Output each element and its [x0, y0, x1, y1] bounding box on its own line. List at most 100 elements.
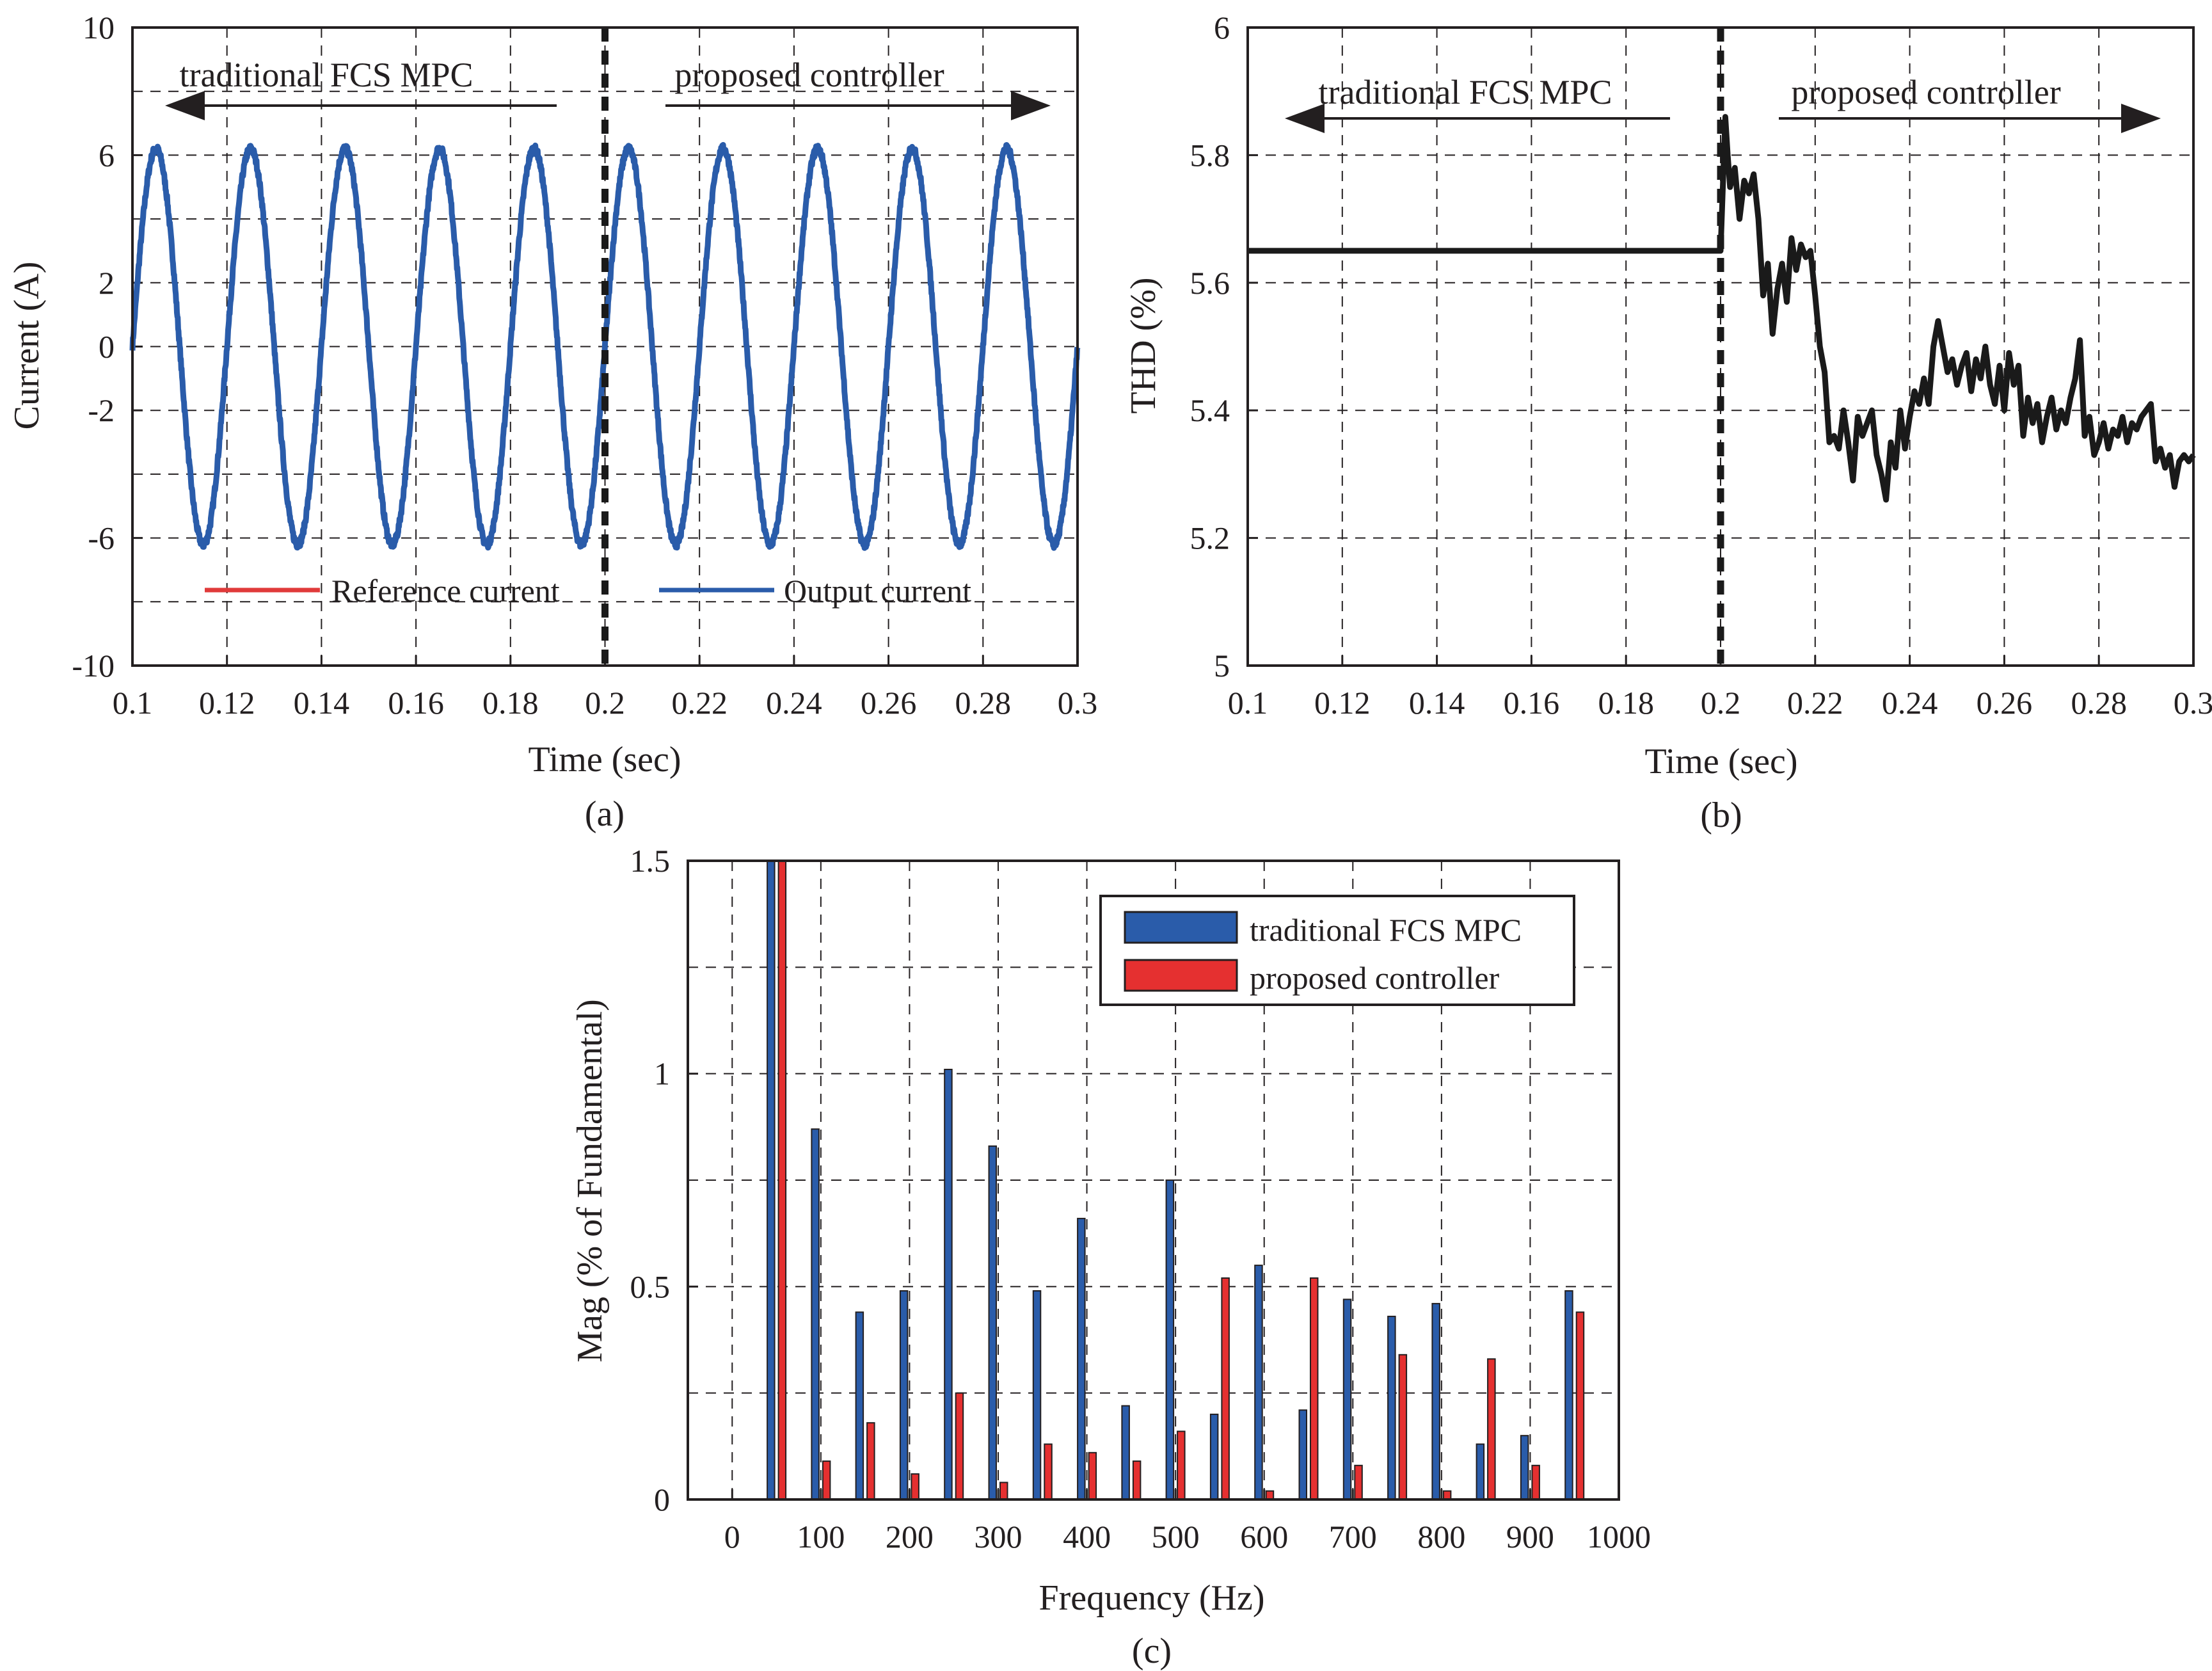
c-legend-swatch-proposed	[1124, 959, 1238, 992]
b-x-tick-labels: 0.1 0.12 0.14 0.16 0.18 0.2 0.22 0.24 0.26 0.28 0.…	[1228, 685, 2212, 721]
c-legend-label-proposed: proposed controller	[1250, 960, 1500, 996]
c-xtick-label: 0	[724, 1519, 740, 1555]
c-y-tick-labels: 0 0.5 1 1.5	[630, 843, 671, 1517]
b-xtick-label: 0.2	[1701, 685, 1741, 721]
c-bar-proposed-200hz	[911, 1473, 919, 1501]
a-legend-label-output: Output current	[784, 573, 971, 609]
c-xtick-label: 1000	[1587, 1519, 1651, 1555]
b-plot-frame	[1246, 26, 2195, 667]
c-bar-traditional-250hz	[944, 1069, 953, 1500]
a-xtick-label: 0.2	[585, 685, 625, 721]
a-arrow-right-head-icon	[1011, 91, 1051, 120]
c-bar-traditional-600hz	[1254, 1265, 1263, 1500]
b-xtick-label: 0.28	[2071, 685, 2127, 721]
b-xtick-label: 0.14	[1409, 685, 1465, 721]
c-bar-traditional-50hz	[767, 860, 776, 1500]
c-ytick-label: 0	[654, 1482, 670, 1517]
c-bar-traditional-300hz	[988, 1145, 997, 1501]
c-bar-proposed-150hz	[866, 1422, 875, 1500]
c-bar-proposed-500hz	[1177, 1430, 1186, 1500]
c-plot-frame	[687, 859, 1620, 1501]
a-annotation-left: traditional FCS MPC	[165, 56, 557, 120]
b-arrow-left-head-icon	[1285, 104, 1325, 133]
c-bar-traditional-900hz	[1520, 1435, 1529, 1500]
a-series-line-output	[129, 141, 1081, 551]
c-legend: traditional FCS MPC proposed controller	[1099, 895, 1575, 1006]
c-xtick-label: 600	[1240, 1519, 1288, 1555]
c-xtick-label: 100	[797, 1519, 845, 1555]
c-bar-proposed-950hz	[1575, 1311, 1585, 1501]
c-bar-traditional-100hz	[811, 1128, 820, 1500]
b-xtick-label: 0.3	[2174, 685, 2212, 721]
a-annotation-right: proposed controller	[665, 56, 1051, 120]
b-ytick-label: 5.2	[1190, 520, 1230, 556]
a-xtick-label: 0.14	[294, 685, 350, 721]
c-bar-proposed-400hz	[1088, 1451, 1097, 1501]
b-annotation-left: traditional FCS MPC	[1285, 73, 1670, 133]
b-xtick-label: 0.12	[1314, 685, 1371, 721]
c-bar-traditional-700hz	[1342, 1299, 1352, 1501]
c-x-axis-label: Frequency (Hz)	[1039, 1578, 1265, 1618]
c-bar-traditional-150hz	[855, 1311, 864, 1501]
c-bar-traditional-450hz	[1121, 1405, 1130, 1501]
b-xtick-label: 0.18	[1598, 685, 1654, 721]
a-ytick-label: 6	[99, 137, 115, 173]
b-annotation-traditional: traditional FCS MPC	[1318, 73, 1612, 111]
b-annotation-right: proposed controller	[1779, 73, 2161, 133]
b-ytick-label: 5.4	[1190, 392, 1230, 428]
a-ytick-label: -10	[72, 648, 115, 684]
a-ytick-label: -2	[88, 392, 115, 428]
a-xtick-label: 0.18	[482, 685, 539, 721]
b-caption: (b)	[1700, 796, 1742, 835]
c-bar-proposed-850hz	[1487, 1358, 1496, 1500]
a-arrow-left-head-icon	[165, 91, 205, 120]
b-series-lines	[1248, 114, 2196, 503]
c-bar-proposed-250hz	[955, 1392, 964, 1500]
a-caption: (a)	[585, 794, 625, 834]
a-annotation-traditional: traditional FCS MPC	[179, 56, 473, 94]
c-legend-swatch-traditional	[1124, 911, 1238, 944]
c-bar-traditional-800hz	[1431, 1302, 1440, 1501]
b-ytick-label: 5.8	[1190, 137, 1230, 173]
b-xtick-label: 0.16	[1504, 685, 1560, 721]
c-bar-traditional-650hz	[1298, 1409, 1307, 1501]
c-bar-traditional-850hz	[1476, 1443, 1485, 1500]
a-ytick-label: 10	[83, 10, 115, 45]
c-ytick-label: 0.5	[630, 1268, 671, 1304]
c-xtick-label: 900	[1506, 1519, 1554, 1555]
b-y-tick-labels: 5 5.2 5.4 5.6 5.8 6	[1190, 10, 1230, 684]
c-bar-traditional-950hz	[1564, 1290, 1573, 1500]
c-legend-label-traditional: traditional FCS MPC	[1250, 912, 1522, 948]
a-xtick-label: 0.3	[1058, 685, 1098, 721]
a-ytick-label: 0	[99, 329, 115, 365]
a-xtick-label: 0.26	[861, 685, 917, 721]
b-series-line-thd	[1248, 114, 2196, 503]
a-y-tick-labels: -10 -6 -2 0 2 6 10	[72, 10, 115, 684]
c-bar-traditional-400hz	[1077, 1217, 1086, 1501]
a-legend-label-reference: Reference current	[331, 573, 560, 609]
c-bar-traditional-200hz	[899, 1290, 909, 1500]
a-xtick-label: 0.1	[113, 685, 153, 721]
c-x-tick-labels: 0 100 200 300 400 500 600 700 800 900 1000	[724, 1519, 1651, 1555]
a-x-tick-labels: 0.1 0.12 0.14 0.16 0.18 0.2 0.22 0.24 0.26 0.28 0.…	[113, 685, 1098, 721]
c-bar-proposed-100hz	[822, 1460, 831, 1501]
panel-b-thd-plot: 5 5.2 5.4 5.6 5.8 6 0.1 0.12 0.14 0.16 0.18 0.2 0.2…	[1124, 10, 2212, 835]
a-x-axis-label: Time (sec)	[528, 740, 681, 780]
panel-c-harmonic-spectrum: 0 0.5 1 1.5 0 100 200 300 400 500 600 700 800 900 100…	[570, 843, 1651, 1671]
c-y-axis-label: Mag (% of Fundamental)	[570, 999, 610, 1363]
b-xtick-label: 0.22	[1787, 685, 1843, 721]
b-ytick-label: 5	[1214, 648, 1230, 684]
b-ytick-label: 5.6	[1190, 265, 1230, 301]
b-x-axis-label: Time (sec)	[1644, 742, 1797, 781]
b-arrow-right-head-icon	[2121, 104, 2161, 133]
c-xtick-label: 300	[975, 1519, 1022, 1555]
a-plot-frame	[131, 26, 1079, 667]
c-xtick-label: 700	[1329, 1519, 1377, 1555]
c-bar-proposed-450hz	[1132, 1460, 1142, 1501]
c-bar-proposed-650hz	[1310, 1277, 1319, 1500]
c-bar-traditional-550hz	[1209, 1413, 1219, 1500]
b-annotation-proposed: proposed controller	[1791, 73, 2060, 111]
c-bar-proposed-50hz	[777, 860, 787, 1500]
